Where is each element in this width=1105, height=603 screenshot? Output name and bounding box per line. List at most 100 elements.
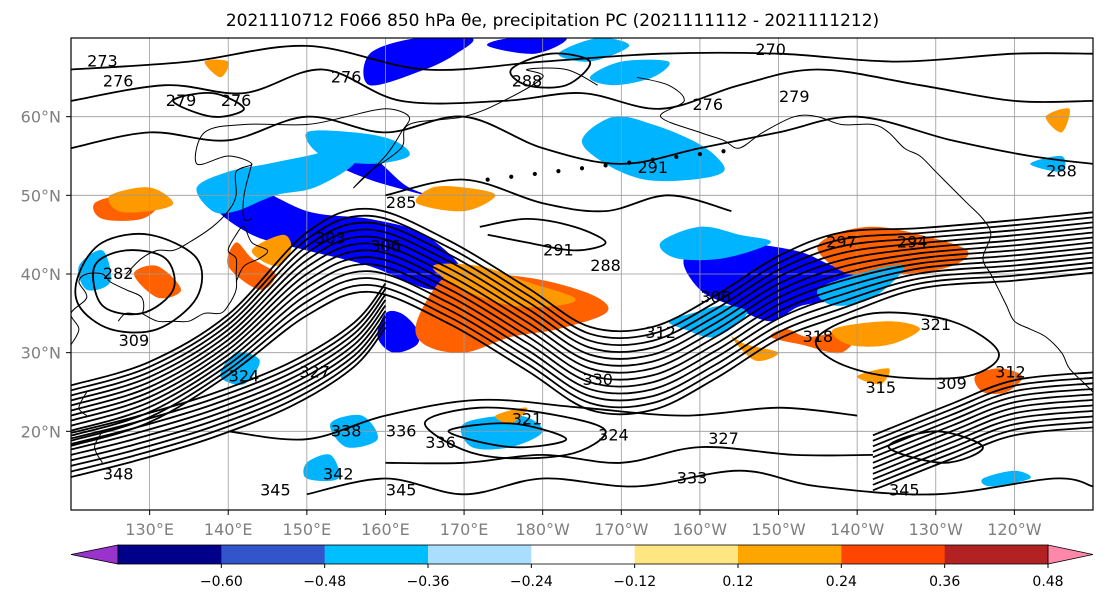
- coastline: [125, 67, 598, 275]
- coastline: [242, 163, 253, 222]
- theta-e-contour: [71, 68, 1093, 110]
- theta-e-contour: [872, 376, 1093, 442]
- lon-tick-label: 170°E: [440, 520, 489, 539]
- theta-e-contour: [71, 256, 1093, 432]
- theta-e-contour: [71, 251, 1093, 427]
- colorbar-segment: [531, 545, 636, 564]
- contour-label: 327: [708, 429, 739, 448]
- lat-tick-label: 30°N: [21, 344, 61, 363]
- coastline: [71, 272, 145, 346]
- precip-shade-patch: [108, 187, 174, 213]
- colorbar-segment: [944, 545, 1049, 564]
- contour-label: 342: [323, 465, 354, 484]
- colorbar-tick-label: 0.48: [1032, 574, 1063, 590]
- contour-label: 345: [260, 480, 291, 499]
- colorbar-outline: [117, 544, 1049, 565]
- precip-shade-patch: [204, 59, 229, 78]
- theta-e-contour: [872, 382, 1093, 448]
- theta-e-contour: [71, 214, 1093, 392]
- precip-shade-patch: [589, 59, 670, 86]
- precip-shade-patch: [487, 38, 567, 54]
- theta-e-contour: [872, 399, 1093, 464]
- contour-label: 336: [386, 421, 417, 440]
- colorbar-tick-label: −0.24: [510, 574, 553, 590]
- colorbar-tick-label: −0.12: [613, 574, 656, 590]
- theta-e-contour: [872, 410, 1093, 475]
- theta-e-contour: [71, 261, 1093, 437]
- lon-tick-label: 150°W: [751, 520, 806, 539]
- contour-label: 276: [103, 71, 134, 90]
- lon-tick-label: 130°W: [909, 520, 964, 539]
- theta-e-contour: [872, 393, 1093, 459]
- lat-tick-label: 20°N: [21, 422, 61, 441]
- longitude-ticks: 130°E 140°E 150°E 160°E 170°E 180°W 170°W 160°W…: [125, 510, 1042, 539]
- colorbar-segment: [841, 545, 946, 564]
- contour-label: 348: [103, 465, 134, 484]
- theta-e-contour-loop: [423, 406, 607, 460]
- colorbar-segment: [634, 545, 739, 564]
- colorbar-tick-label: 0.36: [929, 574, 960, 590]
- precip-shade-patch: [831, 321, 920, 347]
- contour-label: 318: [803, 327, 834, 346]
- precip-shade-patch: [415, 185, 496, 212]
- contour-label: 270: [755, 40, 786, 59]
- precip-shade-patch: [495, 407, 528, 424]
- theta-e-contour: [71, 221, 1093, 397]
- contour-label: 306: [700, 288, 731, 307]
- theta-e-contour: [872, 426, 1093, 492]
- map-title: 2021110712 F066 850 hPa θe, precipitatio…: [225, 11, 880, 31]
- contour-label: 309: [119, 331, 150, 350]
- lat-tick-label: 60°N: [21, 108, 61, 127]
- lon-tick-label: 160°E: [361, 520, 410, 539]
- contour-label: 333: [677, 469, 708, 488]
- gridlines: [71, 38, 1093, 510]
- theta-e-contour: [71, 326, 387, 478]
- theta-e-contour: [71, 236, 1093, 412]
- contour-label: 336: [425, 433, 456, 452]
- theta-e-contour: [479, 217, 607, 252]
- island-dot: [509, 174, 514, 179]
- lon-tick-label: 130°E: [125, 520, 174, 539]
- theta-e-contour: [71, 288, 387, 440]
- theta-e-contour: [71, 304, 387, 456]
- colorbar-tick-label: 0.12: [722, 574, 753, 590]
- island-dot: [556, 169, 561, 174]
- coastline: [78, 391, 88, 416]
- contour-label: 345: [386, 480, 417, 499]
- precip-shade-patch: [196, 147, 357, 214]
- island-dot: [579, 166, 585, 171]
- island-dot: [485, 177, 490, 182]
- contour-label: 330: [582, 370, 613, 389]
- island-dot: [650, 157, 655, 162]
- lon-tick-label: 140°E: [204, 520, 253, 539]
- colorbar-segment: [428, 545, 532, 564]
- contour-label: 309: [936, 374, 967, 393]
- theta-e-contour: [71, 315, 387, 467]
- contour-label: 291: [637, 158, 668, 177]
- island-dot: [627, 160, 632, 165]
- theta-e-contour-loop: [887, 430, 984, 464]
- contour-label: 282: [103, 264, 134, 283]
- contour-label: 288: [512, 71, 543, 90]
- theta-e-contour: [385, 446, 873, 465]
- precip-shade-patch: [659, 226, 771, 261]
- contour-label: 345: [889, 480, 920, 499]
- island-dot: [532, 171, 537, 177]
- theta-e-contour: [71, 266, 1093, 442]
- colorbar-tick-label: 0.24: [826, 574, 857, 590]
- precip-shade-patch: [731, 336, 779, 362]
- contour-label: 321: [512, 410, 543, 429]
- coastline: [94, 431, 103, 464]
- theta-e-contour: [306, 469, 1093, 496]
- contour-label: 324: [229, 366, 260, 385]
- theta-e-contour: [71, 299, 387, 451]
- contour-label: 315: [865, 378, 896, 397]
- theta-e-contour: [872, 371, 1093, 437]
- contour-label: 321: [920, 315, 951, 334]
- theta-e-contours: [71, 44, 1093, 496]
- precip-shade-patch: [857, 368, 890, 385]
- contour-label: 327: [299, 362, 330, 381]
- precip-shade-patch: [303, 454, 340, 482]
- theta-e-contour: [385, 178, 732, 213]
